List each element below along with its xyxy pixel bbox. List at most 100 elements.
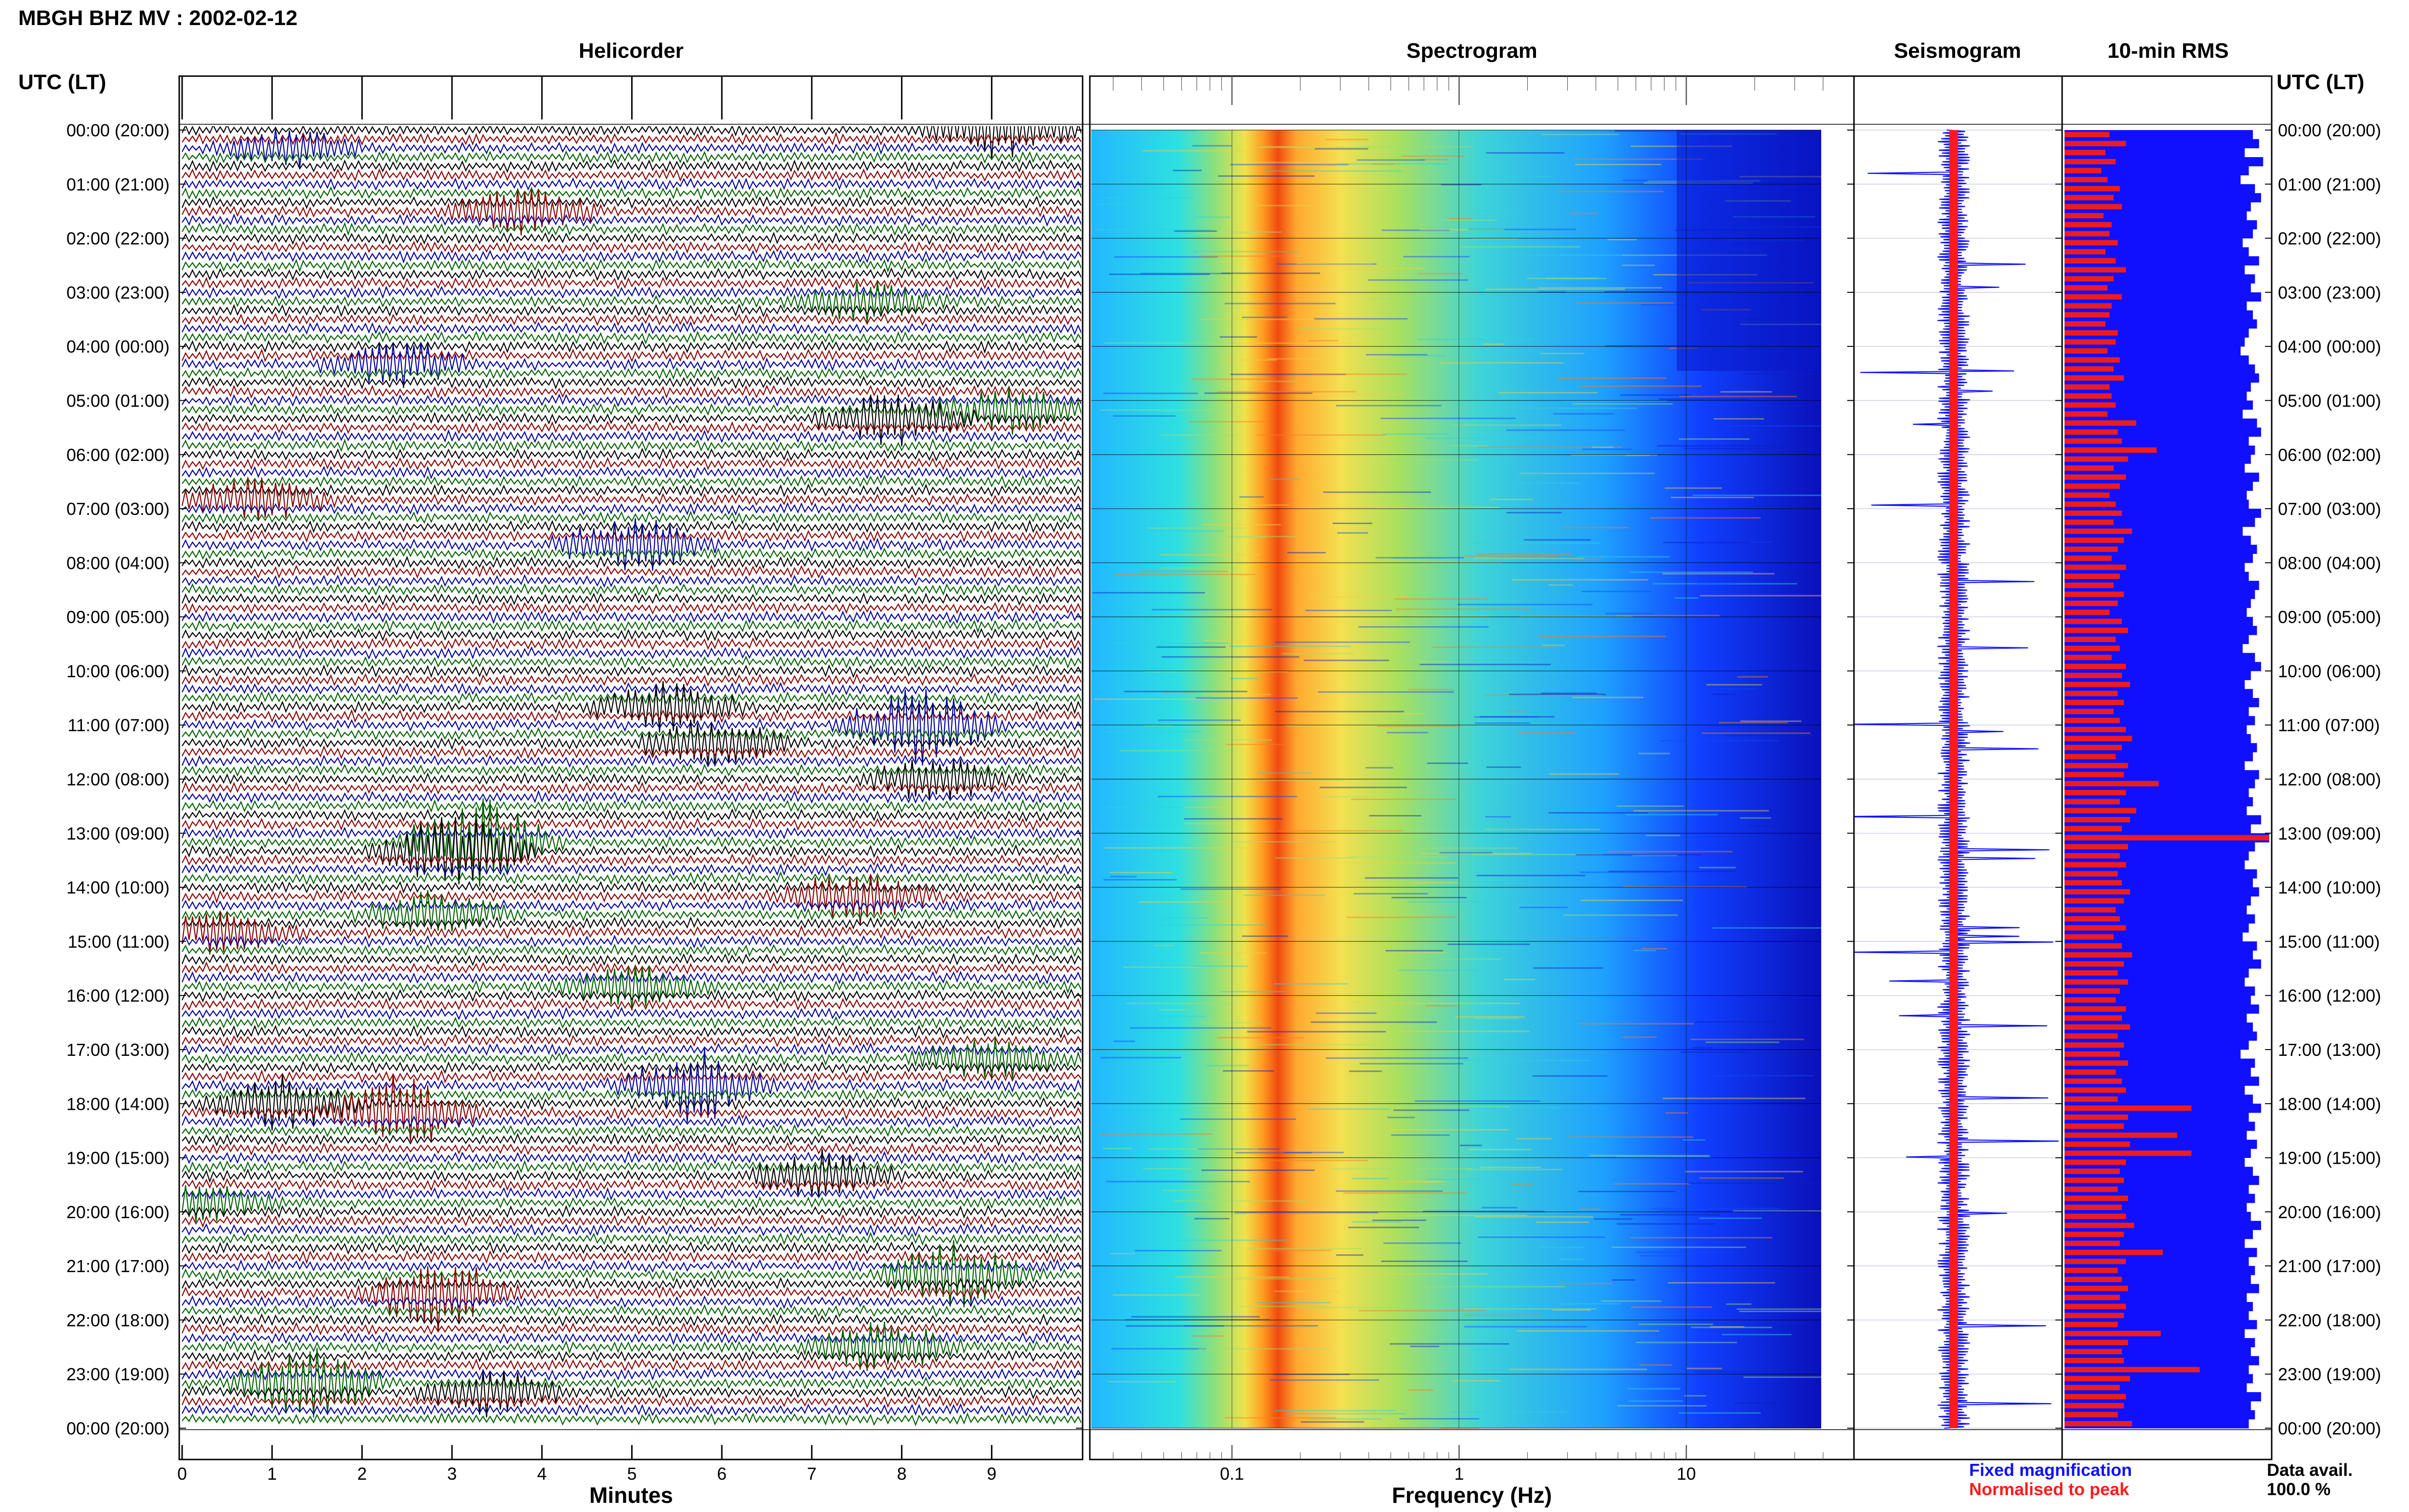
time-label-right: 17:00 (13:00) bbox=[2278, 1040, 2381, 1060]
helicorder-trace-row bbox=[182, 342, 1081, 388]
spectrogram-streak bbox=[1577, 556, 1670, 558]
rms-bar-normalised bbox=[2065, 474, 2126, 480]
spectrogram-streak bbox=[1419, 229, 1505, 231]
spectrogram-streak bbox=[1160, 434, 1236, 436]
spectrogram-streak bbox=[1195, 216, 1231, 218]
spectrogram-streak bbox=[1113, 415, 1176, 417]
spectrogram-streak bbox=[1359, 1063, 1464, 1065]
spectrogram-streak bbox=[1675, 597, 1699, 599]
helicorder-trace-row bbox=[182, 998, 1081, 1012]
spectrogram-streak bbox=[1641, 1255, 1692, 1257]
spectrogram-streak bbox=[1697, 582, 1737, 584]
spectrogram-streak bbox=[1198, 251, 1242, 253]
rms-bar-normalised bbox=[2065, 1303, 2126, 1309]
rms-bar-fixed bbox=[2065, 229, 2253, 238]
rms-bar-normalised bbox=[2065, 158, 2116, 165]
rms-bar-normalised bbox=[2065, 249, 2105, 255]
helicorder-trace-row bbox=[182, 222, 1081, 236]
spectrogram-streak bbox=[1390, 1343, 1509, 1345]
helicorder-trace-row bbox=[182, 267, 1081, 281]
time-label-right: 04:00 (00:00) bbox=[2278, 337, 2381, 356]
axis-ticks: 0 1 2 3 4 5 6 7 8 9 0.1 1 10 bbox=[177, 76, 2272, 1484]
spectrogram-streak bbox=[1485, 816, 1511, 818]
helicorder-trace-row bbox=[182, 1007, 1081, 1021]
spectrogram-streak bbox=[1340, 184, 1362, 186]
spectrogram-streak bbox=[1706, 684, 1762, 686]
time-label-left: 01:00 (21:00) bbox=[66, 174, 170, 194]
rms-bar-normalised bbox=[2065, 808, 2136, 814]
time-label-right: 11:00 (07:00) bbox=[2278, 715, 2380, 735]
spectrogram-streak bbox=[1396, 608, 1530, 610]
rms-bar-normalised bbox=[2065, 141, 2126, 146]
time-label-left: 23:00 (19:00) bbox=[66, 1365, 170, 1384]
panel-frames bbox=[178, 75, 2273, 1460]
spectrogram-streak bbox=[1345, 267, 1424, 269]
spectrogram-streak bbox=[1219, 336, 1257, 338]
rms-bar-normalised bbox=[2065, 1412, 2118, 1418]
helicorder-trace-row bbox=[182, 1412, 1081, 1427]
spectrogram-streak bbox=[1681, 1051, 1750, 1053]
spectrogram-streak bbox=[1239, 496, 1264, 498]
spectrogram-streak bbox=[1558, 1258, 1584, 1260]
spectrogram-streak bbox=[1223, 1070, 1274, 1072]
rms-bar-fixed bbox=[2065, 211, 2247, 221]
rms-bar-normalised bbox=[2065, 483, 2120, 489]
spectrogram-streak bbox=[1399, 1418, 1480, 1420]
spectrogram-streak bbox=[1699, 1177, 1784, 1179]
rms-bar-normalised bbox=[2065, 763, 2128, 769]
spectrogram-streak bbox=[1302, 507, 1406, 508]
spectrogram-streak bbox=[1385, 1002, 1520, 1004]
spectrogram-streak bbox=[1314, 318, 1408, 320]
spectrogram-streak bbox=[1392, 660, 1449, 662]
spectrogram-streak bbox=[1679, 438, 1750, 440]
spectrogram-streak bbox=[1631, 1306, 1713, 1308]
helicorder-trace-row bbox=[182, 817, 1081, 831]
spectrogram-streak bbox=[1726, 1303, 1751, 1305]
time-label-right: 07:00 (03:00) bbox=[2278, 499, 2381, 519]
time-label-right: 23:00 (19:00) bbox=[2278, 1365, 2381, 1384]
rms-bar-normalised bbox=[2065, 907, 2116, 913]
spectrogram-streak bbox=[1474, 1216, 1593, 1218]
spectrogram-streak bbox=[1332, 523, 1373, 524]
rms-bar-normalised bbox=[2065, 952, 2132, 958]
rms-bar-normalised bbox=[2065, 789, 2126, 796]
spectrogram-streak bbox=[1482, 1207, 1517, 1209]
helicorder-trace-row bbox=[182, 502, 1081, 516]
helicorder-trace-row bbox=[182, 213, 1081, 227]
spectrogram-streak bbox=[1558, 1283, 1613, 1285]
spectrogram-streak bbox=[1393, 557, 1446, 559]
helicorder-tick-label: 2 bbox=[357, 1464, 367, 1484]
rms-bar-normalised bbox=[2065, 222, 2112, 228]
rms-bar-normalised bbox=[2065, 573, 2120, 579]
helicorder-trace-row bbox=[182, 330, 1081, 345]
helicorder-tick-label: 3 bbox=[447, 1464, 457, 1484]
spectrogram-streak bbox=[1471, 1348, 1505, 1350]
rms-bar-normalised bbox=[2065, 1186, 2118, 1192]
time-label-right: 02:00 (22:00) bbox=[2278, 229, 2381, 249]
spectrogram-streak bbox=[1692, 1047, 1713, 1049]
spectrogram-streak bbox=[1104, 342, 1236, 344]
rms-bar-normalised bbox=[2065, 186, 2120, 192]
rms-bar-normalised bbox=[2065, 1367, 2200, 1372]
spectrogram-streak bbox=[1357, 146, 1473, 148]
spectrogram-streak bbox=[1412, 1106, 1510, 1108]
spectrogram-streak bbox=[1743, 373, 1821, 375]
rms-bar-normalised bbox=[2065, 709, 2114, 714]
spectrogram-streak bbox=[1740, 817, 1772, 819]
spectrogram-streak bbox=[1305, 609, 1392, 611]
spectrogram-streak bbox=[1579, 1023, 1694, 1025]
spectrogram-streak bbox=[1179, 1118, 1297, 1120]
spectrogram-streak bbox=[1496, 254, 1627, 256]
spectrogram-streak bbox=[1691, 1327, 1773, 1328]
spectrogram-streak bbox=[1484, 695, 1602, 696]
helicorder-trace-row bbox=[182, 384, 1081, 399]
spectrogram-streak bbox=[1632, 855, 1678, 856]
spectrogram-streak bbox=[1163, 1189, 1232, 1191]
spectrogram-streak bbox=[1309, 1108, 1390, 1110]
rms-bar-normalised bbox=[2065, 961, 2124, 967]
spectrogram-streak bbox=[1368, 279, 1469, 281]
spectrogram-streak bbox=[1204, 392, 1312, 394]
spectrogram-streak bbox=[1469, 228, 1576, 230]
time-label-right: 05:00 (01:00) bbox=[2278, 391, 2381, 410]
spectrogram-streak bbox=[1226, 231, 1282, 233]
